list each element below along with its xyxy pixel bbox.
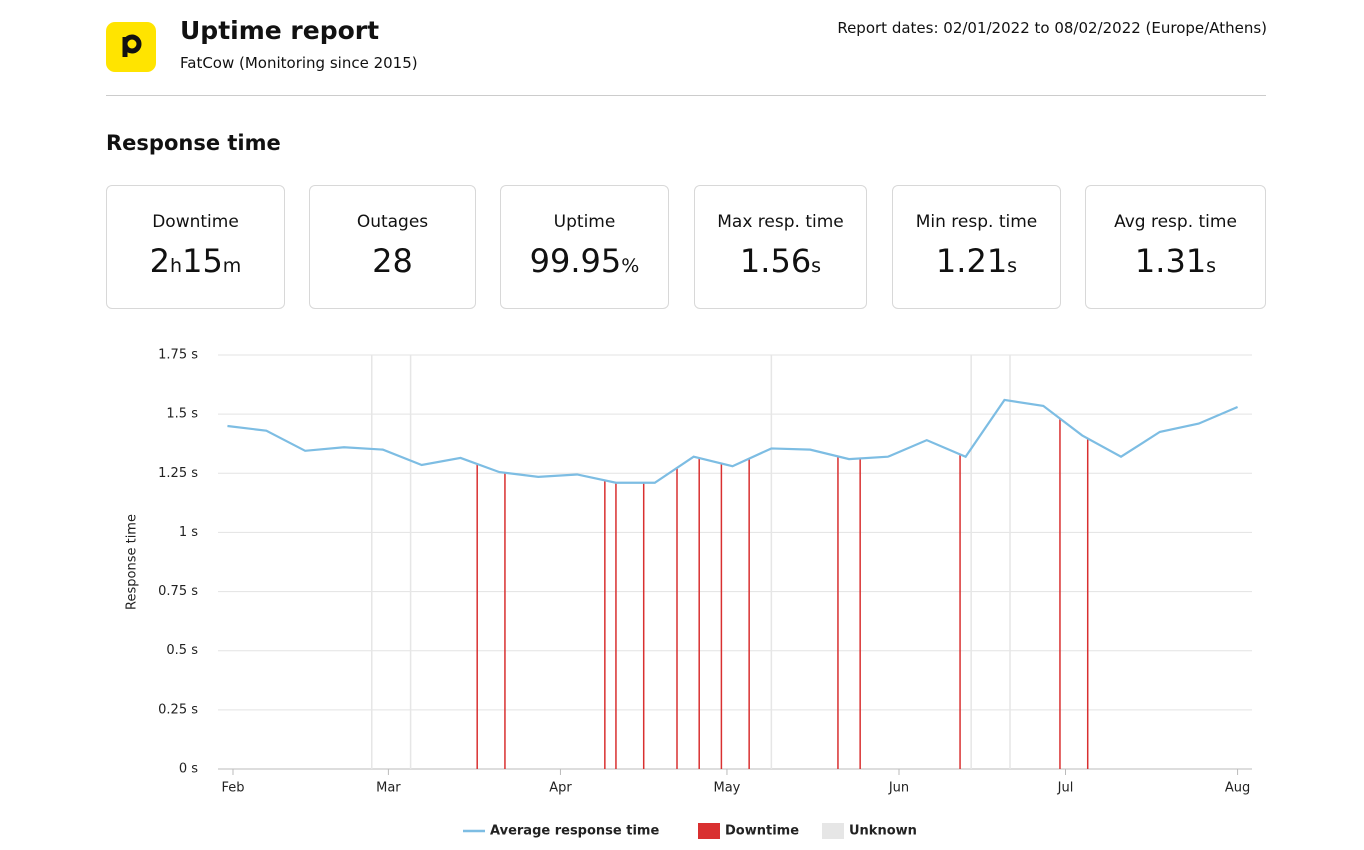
y-tick-label: 1 s: [179, 525, 198, 540]
stat-card: Max resp. time 1.56s: [694, 185, 867, 309]
legend-swatch: [698, 823, 720, 839]
title: Uptime report: [180, 16, 380, 45]
stat-label: Max resp. time: [717, 212, 844, 232]
stat-value: 1.31s: [1086, 242, 1265, 280]
chart: 0 s 0.25 s 0.5 s 0.75 s 1 s 1.25 s 1.5 s 1.75 s…: [125, 348, 1252, 839]
report-dates: Report dates: 02/01/2022 to 08/02/2022 (…: [837, 19, 1267, 37]
stat-unit: %: [621, 255, 640, 277]
stat-number: 1.21: [935, 242, 1008, 280]
divider: [106, 95, 1266, 96]
legend-label: Unknown: [849, 824, 917, 839]
legend-label: Average response time: [490, 824, 659, 839]
section-title: Response time: [106, 131, 281, 155]
y-tick-label: 0.5 s: [166, 643, 198, 658]
stat-label: Min resp. time: [915, 212, 1038, 232]
stat-number: 15: [182, 242, 223, 280]
stat-value: 28: [310, 242, 475, 280]
legend-label: Downtime: [725, 824, 799, 839]
y-axis-label: Response time: [125, 514, 140, 610]
stat-unit: s: [1206, 255, 1217, 277]
x-tick-label: May: [714, 781, 741, 796]
stat-card: Downtime 2h15m: [106, 185, 285, 309]
stat-unit: h: [170, 255, 183, 277]
stat-number: 2: [149, 242, 171, 280]
subtitle: FatCow (Monitoring since 2015): [180, 54, 418, 72]
x-tick-label: Jun: [888, 781, 909, 796]
stat-card: Avg resp. time 1.31s: [1085, 185, 1266, 309]
stat-number: 99.95: [529, 242, 622, 280]
stat-number: 28: [372, 242, 413, 280]
y-tick-label: 0 s: [179, 762, 198, 777]
y-tick-label: 0.25 s: [158, 702, 198, 717]
stat-card: Outages 28: [309, 185, 476, 309]
y-tick-label: 1.25 s: [158, 466, 198, 481]
stat-value: 99.95%: [501, 242, 668, 280]
stat-unit: m: [222, 255, 242, 277]
stat-label: Avg resp. time: [1114, 212, 1237, 232]
y-tick-label: 1.5 s: [166, 407, 198, 422]
stat-value: 1.56s: [695, 242, 866, 280]
stat-card: Uptime 99.95%: [500, 185, 669, 309]
stat-unit: s: [811, 255, 822, 277]
stat-label: Uptime: [553, 212, 616, 232]
y-tick-label: 0.75 s: [158, 584, 198, 599]
stat-number: 1.31: [1134, 242, 1207, 280]
stat-card: Min resp. time 1.21s: [892, 185, 1061, 309]
stat-unit: s: [1007, 255, 1018, 277]
stat-label: Downtime: [152, 212, 239, 232]
stat-label: Outages: [356, 212, 429, 232]
y-tick-label: 1.75 s: [158, 348, 198, 363]
logo: [106, 22, 156, 72]
x-tick-label: Aug: [1225, 781, 1250, 796]
stat-number: 1.56: [739, 242, 812, 280]
stat-value: 2h15m: [107, 242, 284, 280]
x-tick-label: Apr: [549, 781, 572, 796]
legend-swatch: [822, 823, 844, 839]
x-tick-label: Jul: [1057, 781, 1074, 796]
response-line: [227, 398, 1239, 484]
x-tick-label: Feb: [221, 781, 244, 796]
stat-value: 1.21s: [893, 242, 1060, 280]
x-tick-label: Mar: [376, 781, 401, 796]
